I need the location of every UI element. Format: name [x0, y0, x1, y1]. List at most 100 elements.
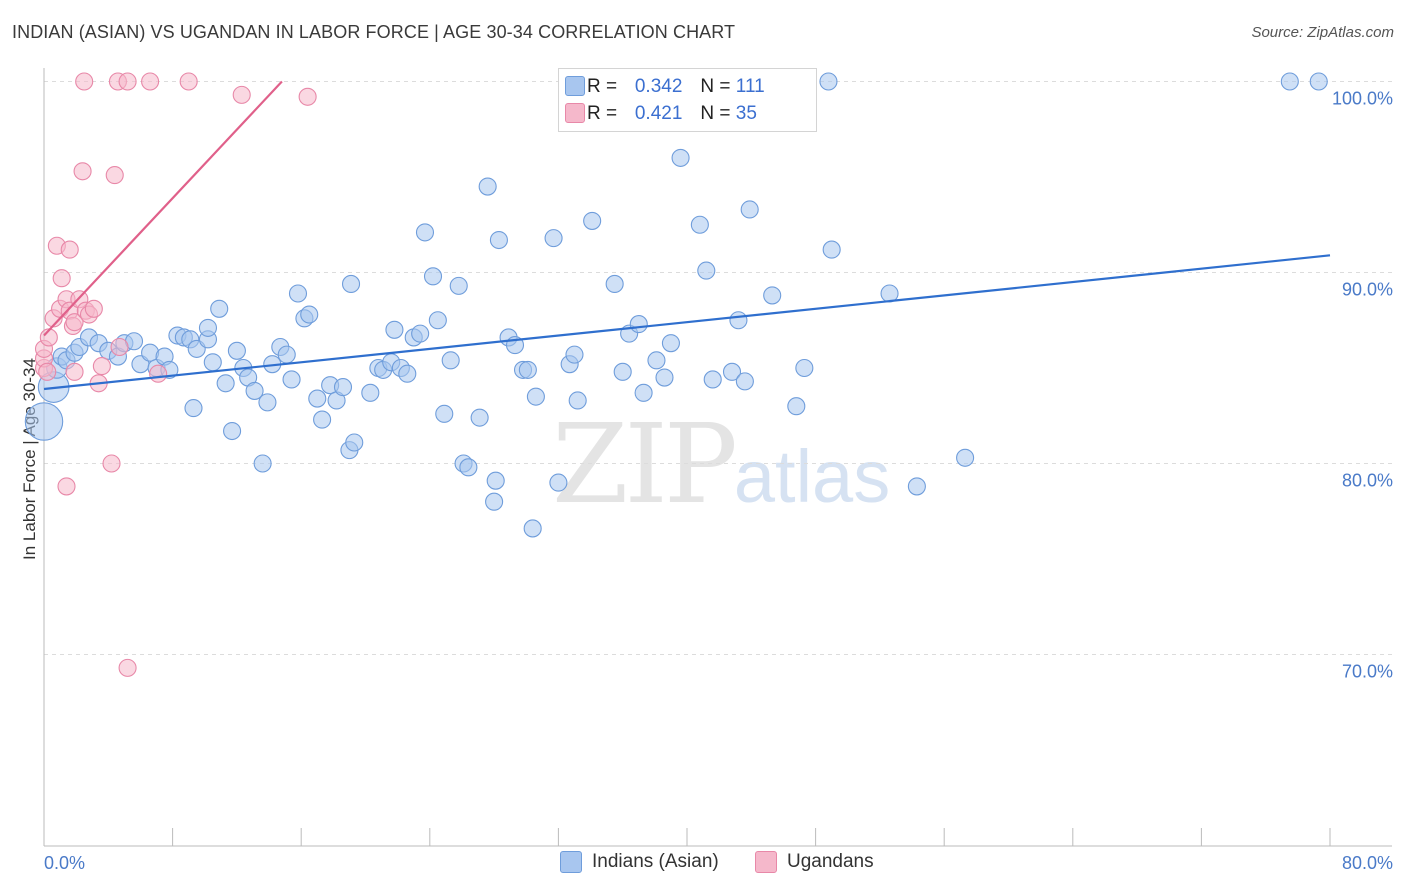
indian-point — [313, 410, 332, 429]
indian-point — [486, 471, 505, 490]
series-legend: Indians (Asian) Ugandans — [0, 851, 1406, 877]
indian-point — [655, 368, 674, 387]
indian-point — [203, 353, 222, 372]
indian-point — [822, 240, 841, 259]
indian-point — [1280, 72, 1299, 91]
indian-point — [729, 311, 748, 330]
indian-point — [605, 274, 624, 294]
source-credit: Source: ZipAtlas.com — [1251, 24, 1394, 41]
indian-point — [671, 148, 690, 167]
y-tick-label: 80.0% — [1342, 471, 1393, 491]
indian-point — [253, 454, 272, 473]
x-tick-label: 80.0% — [1342, 853, 1393, 873]
ugandan-point — [105, 166, 124, 185]
ugandan-point — [298, 87, 317, 106]
indian-point — [216, 374, 235, 393]
ugandan-point — [118, 72, 137, 91]
indian-point — [333, 378, 353, 397]
ugandan-point — [38, 362, 57, 381]
watermark-atlas: atlas — [733, 435, 891, 518]
legend-n-label: N = — [700, 103, 731, 124]
indian-point — [24, 402, 64, 441]
legend-r-label: R = — [587, 103, 618, 124]
series-label-ugandans: Ugandans — [787, 851, 874, 872]
indian-point — [435, 404, 454, 423]
legend-n-value: 111 — [735, 76, 765, 97]
indian-point — [523, 519, 542, 538]
indian-point — [478, 177, 497, 196]
legend-n-value: 35 — [735, 103, 757, 124]
ugandan-point — [65, 313, 84, 332]
series-swatch-ugandans — [755, 851, 777, 873]
ugandan-point — [60, 240, 79, 259]
indian-point — [449, 276, 468, 295]
legend-row-indians: R = 0.342 N = 111 — [565, 75, 765, 99]
series-legend-indians: Indians (Asian) — [560, 851, 719, 873]
indian-point — [735, 372, 754, 391]
indian-point — [549, 473, 568, 492]
indian-point — [722, 362, 742, 381]
ugandan-point — [110, 337, 129, 357]
indian-point — [428, 311, 447, 330]
indian-point — [227, 341, 246, 360]
indian-point — [565, 345, 584, 364]
ugandan-point — [102, 454, 121, 473]
ugandan-point — [57, 477, 76, 496]
indian-point — [568, 391, 587, 410]
indian-point — [518, 360, 537, 379]
indian-point — [787, 397, 806, 416]
y-tick-label: 100.0% — [1332, 89, 1393, 109]
indian-point — [819, 72, 838, 91]
indian-point — [245, 381, 264, 400]
indian-point — [907, 477, 926, 496]
legend-r-value: 0.342 — [634, 76, 683, 97]
series-swatch-indians — [560, 851, 582, 873]
indian-point — [459, 458, 478, 477]
correlation-legend: R = 0.342 N = 111 R = 0.421 N = 35 — [558, 68, 817, 132]
indian-point — [470, 408, 489, 427]
indian-point — [763, 286, 782, 305]
indian-point — [345, 433, 364, 452]
ugandan-point — [75, 72, 94, 91]
ugandan-point — [232, 85, 251, 104]
indian-point — [423, 267, 443, 286]
indian-point — [613, 362, 632, 381]
indian-point — [647, 351, 666, 370]
indian-point — [634, 383, 653, 402]
indian-point — [288, 284, 308, 303]
indian-point — [1309, 72, 1328, 91]
indian-point — [956, 448, 975, 467]
ugandan-point — [179, 72, 198, 91]
legend-row-ugandans: R = 0.421 N = 35 — [565, 102, 757, 126]
indian-point — [308, 389, 327, 408]
legend-swatch-indians — [565, 76, 585, 96]
indian-point — [223, 421, 242, 441]
indian-point — [740, 200, 759, 219]
legend-swatch-ugandans — [565, 103, 585, 123]
legend-n-label: N = — [700, 76, 731, 97]
ugandan-point — [92, 357, 111, 376]
indian-point — [398, 364, 417, 383]
ugandan-point — [73, 162, 92, 181]
ugandan-point — [141, 72, 160, 91]
indian-point — [526, 387, 545, 406]
ugandan-point — [84, 299, 103, 318]
indian-point — [485, 492, 504, 511]
series-legend-ugandans: Ugandans — [755, 851, 874, 873]
indian-point — [441, 351, 460, 370]
indian-point — [198, 318, 218, 337]
indian-point — [282, 370, 301, 389]
indian-point — [690, 215, 709, 234]
y-tick-label: 70.0% — [1342, 662, 1393, 682]
indian-point — [703, 370, 722, 389]
indian-point — [795, 358, 814, 378]
series-label-indians: Indians (Asian) — [592, 851, 719, 872]
indian-point — [385, 320, 404, 339]
indian-point — [361, 383, 380, 402]
indian-point — [277, 345, 296, 364]
legend-r-value: 0.421 — [634, 103, 683, 124]
ugandan-trend-line — [43, 80, 283, 337]
ugandan-point — [118, 658, 137, 677]
indian-point — [184, 399, 203, 418]
indian-point — [661, 334, 680, 353]
